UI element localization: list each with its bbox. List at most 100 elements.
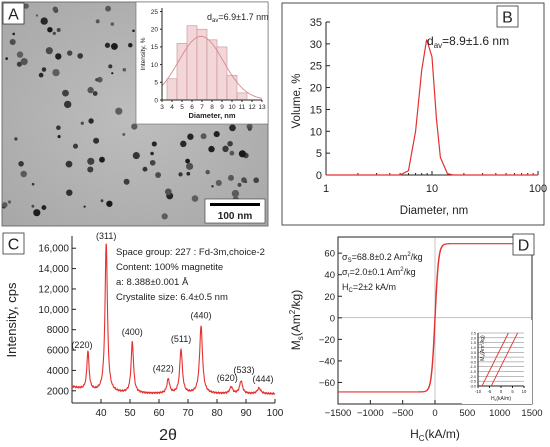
tem-particle	[149, 159, 156, 166]
tem-particle	[123, 178, 130, 185]
c-y-label: Intensity, cps	[4, 282, 19, 357]
tem-particle	[180, 140, 187, 148]
inset-x-tick-label: 3	[160, 104, 164, 111]
d-x-label-rest: (kA/m)	[425, 427, 460, 441]
tem-particle	[100, 199, 104, 203]
tem-particle	[110, 42, 118, 50]
tem-particles	[2, 3, 260, 220]
d-inset-x-tick-label: 5	[511, 389, 514, 394]
b-x-ticks: 1 10 100	[323, 171, 547, 195]
panel-c: 40 50 60 70 80 90 100 2000 4000 6000 8000 10,000 12…	[2, 231, 284, 444]
d-x-tick-label: 0	[432, 408, 437, 419]
d-inset-y-label: Ms(Am2/kg)	[479, 335, 486, 361]
tem-particle	[38, 72, 44, 78]
b-y-tick-label: 15	[310, 104, 322, 116]
tem-particle	[12, 32, 16, 36]
tem-particle	[241, 177, 247, 183]
tem-particle	[108, 64, 113, 69]
b-annotation-d: d	[427, 34, 434, 48]
d-info-1-end: /kg	[411, 252, 423, 262]
d-info-2-sub: r	[348, 273, 350, 279]
tem-particle	[253, 177, 260, 184]
tem-particle	[35, 14, 39, 17]
scale-bar-label: 100 nm	[218, 211, 253, 222]
tem-particle	[95, 19, 100, 24]
d-y-label-sub: s	[296, 336, 305, 340]
d-y-label-rest: (Am	[289, 314, 303, 336]
tem-particle	[16, 61, 22, 67]
inset-bar	[186, 25, 198, 101]
tem-particle	[33, 209, 41, 217]
tem-particle	[45, 47, 53, 55]
d-info-3-sub: C	[349, 288, 354, 294]
tem-particle	[104, 42, 111, 48]
d-inset-y-tick-label: 2.5	[471, 332, 476, 336]
d-info-3-main: H	[342, 282, 349, 292]
tem-particle	[52, 31, 56, 36]
tem-particle	[88, 118, 94, 124]
tem-particle	[47, 26, 53, 33]
b-volume-curve	[326, 39, 538, 176]
panel-d-letter-box	[512, 233, 535, 256]
c-peak-labels: (220) (311) (400) (422) (511) (440) (620)(533)…	[71, 231, 273, 384]
panel-c-letter-box	[2, 232, 25, 255]
d-info-2-rest: =2.0±0.1 Am	[350, 267, 401, 277]
tem-particle	[229, 150, 235, 156]
d-inset-x-tick-label: 10	[522, 389, 527, 394]
d-y-tick-label: −20	[319, 335, 335, 346]
d-inset-x-tick-label: -10	[475, 389, 482, 394]
c-info-line-4: Crystalite size: 6.4±0.5 nm	[116, 292, 228, 303]
d-inset-y-label-rest: (Am	[480, 346, 486, 355]
d-inset-y-tick-label: -1.0	[469, 365, 476, 369]
d-y-tick-label: 60	[324, 249, 335, 260]
c-peak-label: (220)	[71, 340, 92, 350]
tem-particle	[41, 67, 47, 72]
b-y-tick-label: 25	[310, 61, 322, 73]
tem-particle	[95, 78, 99, 82]
tem-particle	[66, 50, 73, 56]
d-info-sigma-s: σS=68.8±0.2 Am2/kg	[342, 252, 423, 264]
tem-particle	[5, 57, 8, 60]
tem-particle	[151, 141, 157, 147]
tem-particle	[40, 17, 48, 25]
panel-c-letter: C	[8, 237, 20, 254]
tem-particle	[83, 205, 86, 208]
tem-particle	[31, 204, 35, 208]
d-x-tick-label: −500	[392, 408, 413, 419]
d-x-label-sub: C	[419, 434, 425, 443]
tem-particle	[52, 68, 60, 77]
tem-particle	[52, 6, 58, 12]
inset-x-tick-label: 7	[200, 104, 204, 111]
inset-bar	[236, 92, 248, 101]
d-y-label-main: M	[289, 340, 303, 350]
c-x-tick-label: 50	[124, 408, 136, 419]
d-inset-x-tick-label: -5	[488, 389, 492, 394]
tem-particle	[128, 42, 133, 48]
c-x-tick-label: 70	[182, 408, 194, 419]
panel-d-letter: D	[518, 238, 530, 255]
inset-y-ticks: 0 5 10 15 20 25	[151, 9, 162, 104]
panel-a-letter: A	[8, 7, 19, 24]
inset-x-tick-label: 12	[248, 104, 256, 111]
d-y-label: Ms(Am2/kg)	[288, 290, 305, 350]
d-y-tick-label: 20	[324, 292, 335, 303]
tem-particle	[57, 135, 61, 139]
tem-particle	[106, 200, 113, 207]
d-y-tick-label: 0	[330, 313, 335, 324]
tem-particle	[14, 137, 18, 141]
c-y-tick-label: 16,000	[38, 244, 69, 255]
inset-bar	[196, 28, 208, 101]
d-info-1-sup: 2	[407, 252, 411, 258]
c-x-tick-label: 80	[211, 408, 223, 419]
c-info: Space group: 227 : Fd-3m,choice-2 Conten…	[116, 247, 265, 303]
c-xrd-pattern	[71, 243, 276, 395]
c-peak-label: (422)	[153, 364, 174, 374]
tem-particle	[56, 28, 61, 32]
inset-bars	[166, 25, 248, 101]
inset-bar	[226, 74, 238, 101]
d-inset: -10 -5 0 5 10 2.52.01.51.00.50.0-0.5-1.0-1.5…	[462, 320, 532, 404]
c-x-ticks: 40 50 60 70 80 90 100	[95, 399, 284, 419]
c-y-tick-label: 4000	[47, 366, 70, 377]
b-y-label: Volume, %	[291, 74, 303, 129]
d-x-label: HC(kA/m)	[410, 427, 460, 443]
